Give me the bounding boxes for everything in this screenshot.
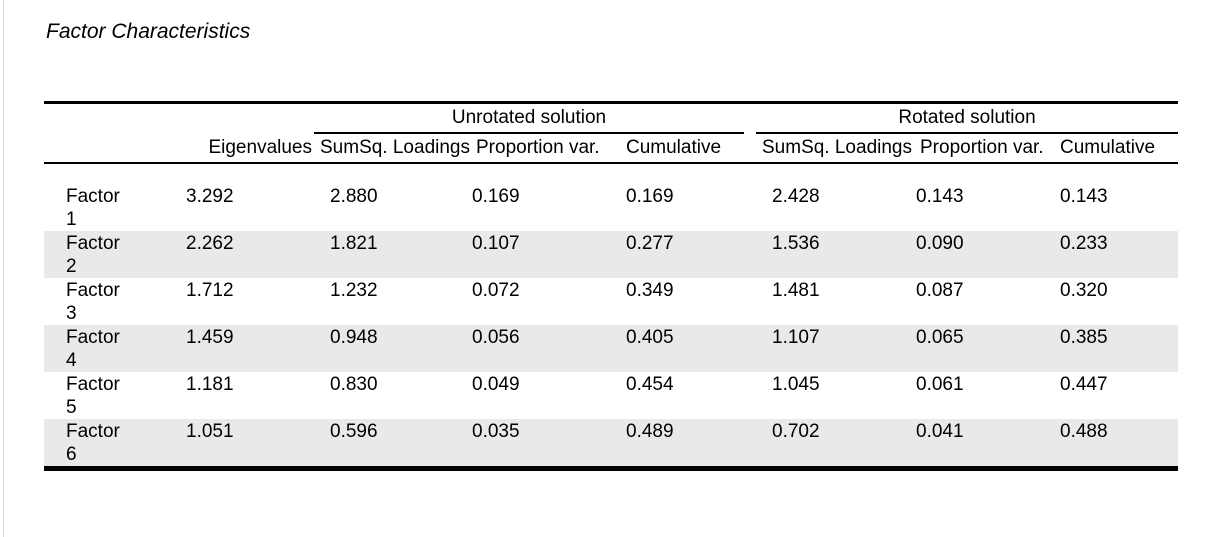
table-row: Factor 6 1.051 0.596 0.035 0.489 0.702 0…: [44, 419, 1179, 471]
blank-header-cell: [44, 101, 314, 133]
value-cell: 0.320: [1060, 280, 1108, 301]
value-cell: 0.049: [472, 374, 520, 395]
value-cell: 2.428: [772, 186, 820, 207]
value-cell: 0.087: [916, 280, 964, 301]
rotated-solution-group-header: Rotated solution: [756, 101, 1179, 134]
factor-label: Factor 1: [66, 186, 120, 230]
value-cell: 0.385: [1060, 327, 1108, 348]
table-row: Factor 3 1.712 1.232 0.072 0.349 1.481 0…: [44, 278, 1178, 325]
unrotated-sumsq-loadings-column-header: SumSq. Loadings: [314, 133, 470, 164]
eigenvalues-column-header: Eigenvalues: [180, 133, 314, 164]
factor-label: Factor 4: [66, 327, 120, 371]
gap-cell: [744, 163, 756, 231]
value-cell: 0.349: [626, 280, 674, 301]
value-cell: 0.447: [1060, 374, 1108, 395]
unrotated-solution-group-header: Unrotated solution: [314, 101, 744, 134]
rotated-cumulative-column-header: Cumulative: [1042, 133, 1179, 164]
gap-cell: [744, 419, 756, 471]
column-header-row: Eigenvalues SumSq. Loadings Proportion v…: [44, 133, 1179, 164]
page-title: Factor Characteristics: [46, 20, 251, 43]
value-cell: 1.051: [180, 419, 314, 471]
value-cell: 0.489: [598, 419, 744, 471]
value-cell: 0.277: [626, 233, 674, 254]
value-cell: 0.061: [916, 374, 964, 395]
value-cell: 0.072: [472, 280, 520, 301]
value-cell: 0.035: [456, 419, 598, 471]
value-cell: 2.880: [330, 186, 378, 207]
value-cell: 1.459: [186, 327, 234, 348]
factor-label: Factor 3: [66, 280, 120, 324]
table-body: Factor 1 3.292 2.880 0.169 0.169 2.428 0…: [44, 163, 1179, 471]
window-left-border: [3, 0, 4, 537]
value-cell: 1.232: [330, 280, 378, 301]
factor-label: Factor 5: [66, 374, 120, 418]
value-cell: 1.821: [330, 233, 378, 254]
group-gap-cell: [744, 101, 756, 133]
value-cell: 0.948: [330, 327, 378, 348]
rotated-sumsq-loadings-column-header: SumSq. Loadings: [756, 133, 912, 164]
value-cell: 0.702: [756, 419, 900, 471]
factor-label: Factor 2: [66, 233, 120, 277]
value-cell: 0.107: [472, 233, 520, 254]
value-cell: 1.481: [772, 280, 820, 301]
table-row: Factor 2 2.262 1.821 0.107 0.277 1.536 0…: [44, 231, 1179, 278]
group-gap-cell: [744, 133, 756, 164]
factor-column-header: [44, 133, 180, 164]
value-cell: 0.056: [472, 327, 520, 348]
table-row: Factor 5 1.181 0.830 0.049 0.454 1.045 0…: [44, 372, 1178, 419]
value-cell: 1.712: [186, 280, 234, 301]
value-cell: 0.233: [1060, 233, 1108, 254]
value-cell: 1.107: [772, 327, 820, 348]
factor-characteristics-table: Unrotated solution Rotated solution Eige…: [44, 101, 1179, 471]
gap-cell: [744, 231, 756, 278]
table-row: Factor 4 1.459 0.948 0.056 0.405 1.107 0…: [44, 325, 1179, 372]
value-cell: 0.169: [472, 186, 520, 207]
value-cell: 0.596: [314, 419, 456, 471]
value-cell: 0.488: [1042, 419, 1179, 471]
value-cell: 1.536: [772, 233, 820, 254]
value-cell: 0.169: [626, 186, 674, 207]
gap-cell: [744, 278, 756, 325]
value-cell: 0.041: [900, 419, 1042, 471]
table-row: Factor 1 3.292 2.880 0.169 0.169 2.428 0…: [44, 163, 1178, 231]
value-cell: 0.065: [916, 327, 964, 348]
unrotated-cumulative-column-header: Cumulative: [598, 133, 744, 164]
results-panel: Factor Characteristics Unrotated solutio…: [44, 20, 1179, 471]
value-cell: 0.143: [1060, 186, 1108, 207]
value-cell: 2.262: [186, 233, 234, 254]
value-cell: 0.454: [626, 374, 674, 395]
rotated-proportion-var-column-header: Proportion var.: [900, 133, 1044, 164]
value-cell: 0.405: [626, 327, 674, 348]
gap-cell: [744, 372, 756, 419]
table-header: Unrotated solution Rotated solution Eige…: [44, 101, 1179, 164]
value-cell: 1.181: [186, 374, 234, 395]
value-cell: 1.045: [772, 374, 820, 395]
value-cell: 0.090: [916, 233, 964, 254]
unrotated-proportion-var-column-header: Proportion var.: [456, 133, 600, 164]
factor-label: Factor 6: [44, 419, 180, 471]
value-cell: 0.830: [330, 374, 378, 395]
gap-cell: [744, 325, 756, 372]
group-header-row: Unrotated solution Rotated solution: [44, 101, 1179, 134]
value-cell: 3.292: [186, 186, 234, 207]
value-cell: 0.143: [916, 186, 964, 207]
